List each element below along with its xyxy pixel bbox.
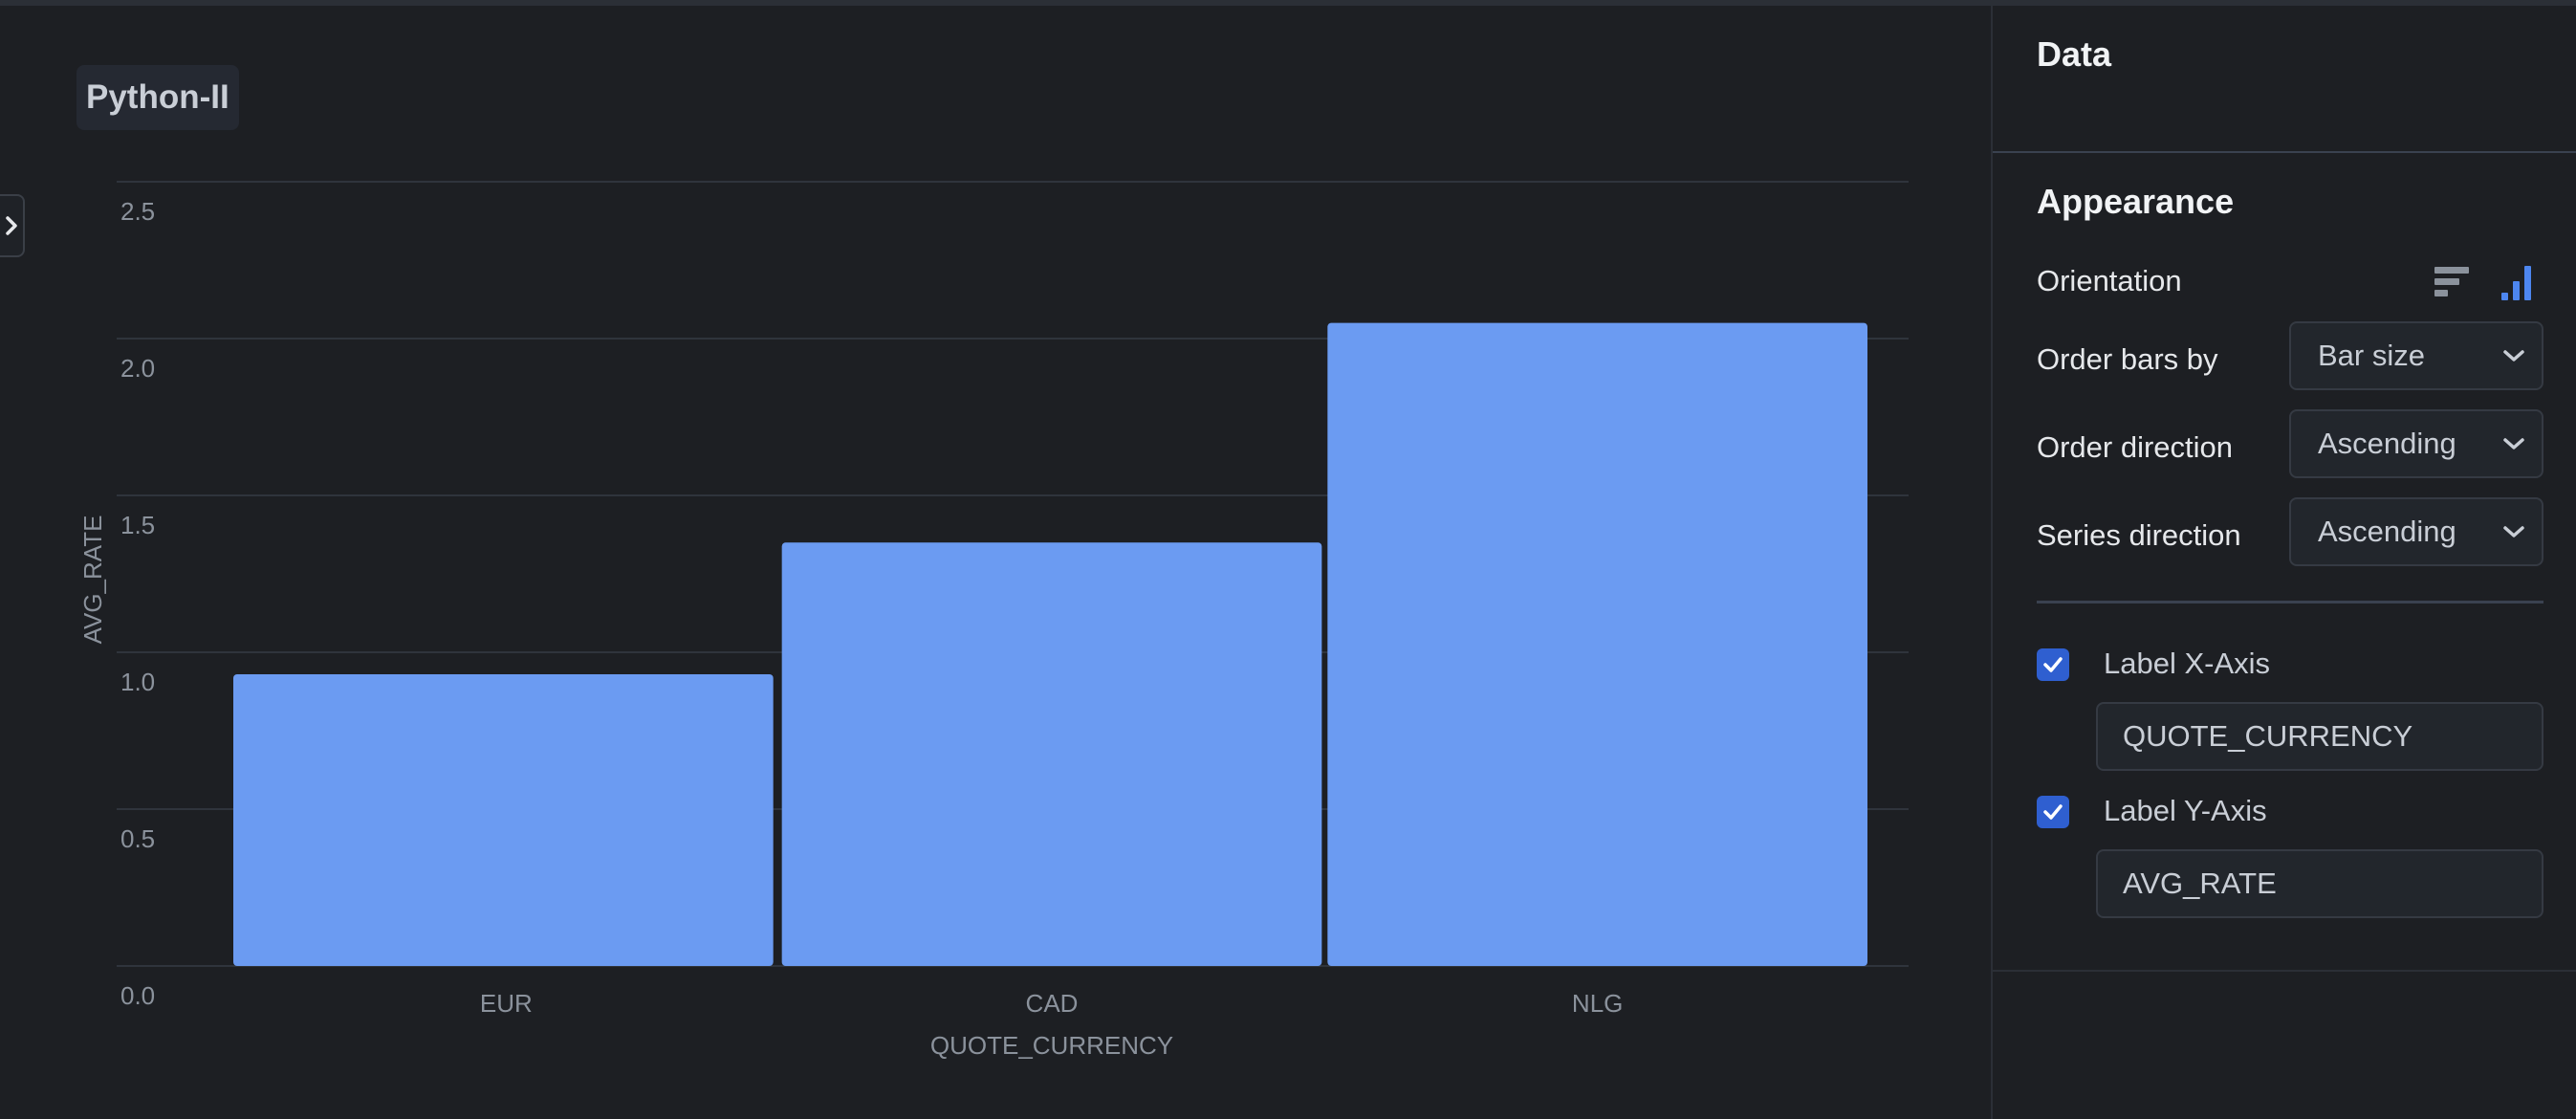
chevron-right-icon	[6, 216, 17, 235]
orientation-label: Orientation	[2037, 264, 2182, 297]
order-direction-label: Order direction	[2037, 430, 2234, 464]
order-bars-value: Bar size	[2318, 339, 2425, 372]
bar-nlg[interactable]	[1327, 322, 1867, 967]
horizontal-bars-icon[interactable]	[2433, 264, 2471, 307]
label-x-axis-label: Label X-Axis	[2104, 647, 2271, 680]
check-icon	[2043, 804, 2063, 820]
bar-chart: 0.0 0.5 1.0 1.5 2.0 2.5 EUR CAD NLG QUOTE_CURRENC…	[78, 181, 1909, 1060]
x-tick-label: NLG	[1572, 989, 1623, 1018]
x-axis-title: QUOTE_CURRENCY	[930, 1031, 1173, 1060]
label-x-axis-checkbox[interactable]	[2037, 648, 2069, 681]
chart-area: Python-II 0.0 0.5 1.0 1.5 2.0 2.5 EUR CAD NLG QUO…	[0, 6, 1991, 1119]
y-tick-label: 2.5	[120, 197, 155, 226]
y-tick-label: 1.0	[120, 668, 155, 696]
y-tick-label: 0.0	[120, 981, 155, 1010]
chevron-down-icon	[2503, 350, 2524, 362]
check-icon	[2043, 657, 2063, 672]
y-tick-label: 2.0	[120, 354, 155, 383]
order-direction-select[interactable]: Ascending	[2289, 409, 2543, 478]
series-direction-value: Ascending	[2318, 515, 2456, 548]
chevron-down-icon	[2503, 438, 2524, 450]
label-y-axis-label: Label Y-Axis	[2104, 794, 2267, 827]
section-divider	[1993, 970, 2576, 972]
x-axis-label-input[interactable]	[2096, 702, 2543, 771]
data-section-heading[interactable]: Data	[2037, 34, 2112, 74]
x-tick-label: EUR	[480, 989, 533, 1018]
appearance-section-heading: Appearance	[2037, 182, 2235, 221]
y-tick-label: 1.5	[120, 511, 155, 539]
series-direction-select[interactable]: Ascending	[2289, 497, 2543, 566]
y-axis-label-input[interactable]	[2096, 849, 2543, 918]
y-tick-label: 0.5	[120, 824, 155, 853]
chevron-down-icon	[2503, 526, 2524, 538]
order-bars-label: Order bars by	[2037, 342, 2218, 376]
x-tick-label: CAD	[1026, 989, 1079, 1018]
bar-cad[interactable]	[781, 542, 1322, 966]
settings-panel: Data Appearance Orientation Order bars b…	[1991, 6, 2576, 1119]
vertical-bars-icon[interactable]	[2500, 262, 2540, 307]
top-border	[0, 0, 2576, 6]
bar-eur[interactable]	[233, 673, 774, 966]
series-direction-label: Series direction	[2037, 518, 2241, 552]
label-y-axis-checkbox[interactable]	[2037, 796, 2069, 828]
chart-title[interactable]: Python-II	[76, 65, 239, 130]
y-axis-title: AVG_RATE	[78, 516, 107, 645]
expand-sidebar-button[interactable]	[0, 194, 25, 257]
section-divider	[1993, 151, 2576, 153]
order-bars-select[interactable]: Bar size	[2289, 321, 2543, 390]
section-divider	[2037, 601, 2543, 603]
order-direction-value: Ascending	[2318, 427, 2456, 460]
